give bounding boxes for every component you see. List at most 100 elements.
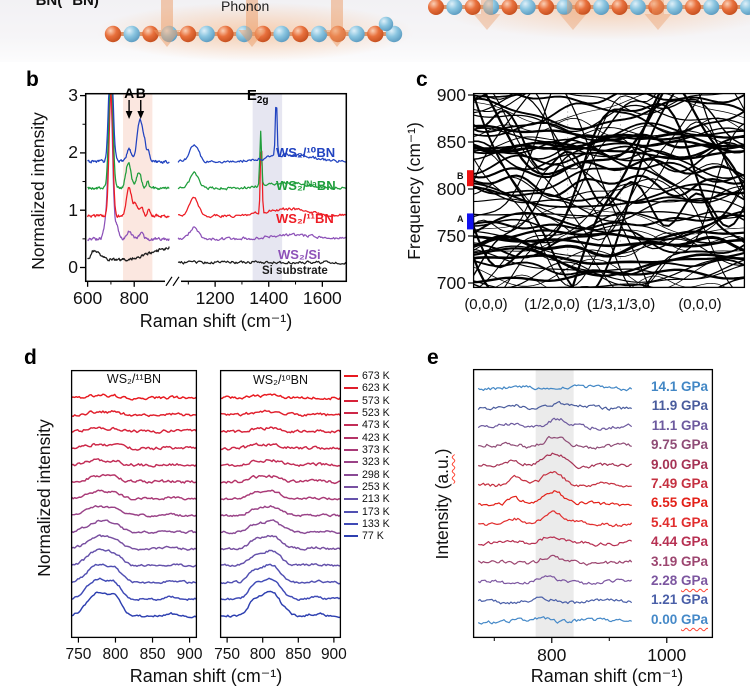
legend-line-icon <box>344 375 358 378</box>
phonon-label: Phonon <box>221 0 270 14</box>
spectrum-WS₂/¹⁰BN <box>87 93 170 164</box>
spectrum-373 K <box>71 489 197 501</box>
boron-atom <box>142 25 159 43</box>
pressure-unit: GPa <box>680 573 708 588</box>
spectrum-6.55 GPa <box>478 490 632 507</box>
pressure-value: 1.21 <box>650 592 681 608</box>
temperature-plot-11bn <box>70 369 198 643</box>
d-x-tick-label: 900 <box>176 646 203 663</box>
spectrum-WS₂/Si <box>87 93 170 242</box>
legend-item: 77 K <box>344 530 390 542</box>
e-y-axis-label: Intensity (a.u.) <box>432 394 454 614</box>
nitrogen-atom <box>666 0 683 15</box>
c-y-axis-label: Frequency (cm⁻¹) <box>404 122 424 260</box>
d-x-tick-label: 750 <box>65 646 92 663</box>
series-label-si-substrate: Si substrate <box>262 265 328 277</box>
b-y-tick-label: 1 <box>68 199 78 220</box>
spectrum-9.75 GPa <box>478 435 632 450</box>
pressure-label: 7.49 GPa <box>638 476 708 491</box>
boron-atom <box>464 0 481 15</box>
phonon-branch <box>473 93 650 288</box>
legend-line-icon <box>344 498 358 501</box>
kpoint-label: (0,0,0) <box>464 296 508 313</box>
phonon-dispersion-plot <box>467 92 746 289</box>
spectrum-573 K <box>71 426 197 434</box>
phonon-branch <box>473 140 745 173</box>
boron-atom <box>684 0 701 15</box>
c-y-tick-label: 850 <box>436 131 466 152</box>
boron-atom <box>367 25 384 43</box>
spectrum-298 K <box>71 519 197 535</box>
phonon-bands <box>473 93 745 288</box>
mode-marker-A <box>467 213 474 230</box>
d-x-axis-label: Raman shift (cm⁻¹) <box>129 666 283 686</box>
phonon-arrow-icon <box>238 0 266 47</box>
kpoint-label: (0,0,0) <box>678 296 722 313</box>
annotation-B: B <box>135 85 146 101</box>
pressure-label: 11.1 GPa <box>638 418 708 433</box>
legend-label: 298 K <box>362 468 390 481</box>
temperature-spectra-curves <box>71 393 197 619</box>
phonon-branch <box>473 245 745 280</box>
legend-label: 573 K <box>362 394 390 407</box>
spectrum-213 K <box>220 549 341 568</box>
series-label-ws2-11bn: WS₂/¹¹BN <box>276 211 334 226</box>
d-x-tick-label: 900 <box>320 646 347 663</box>
phonon-branch <box>473 197 745 219</box>
boron-atom <box>611 0 628 15</box>
nitrogen-atom <box>378 16 394 32</box>
panel-letter-b: b <box>26 68 39 91</box>
kpoint-label: (1/2,0,0) <box>524 296 580 313</box>
phonon-branch <box>473 93 745 218</box>
mode-marker-label-B: B <box>457 171 464 182</box>
pressure-unit: GPa <box>680 456 708 472</box>
b-x-tick-label: 800 <box>119 288 149 308</box>
spectrum-5.41 GPa <box>478 510 633 528</box>
boron-atom <box>292 25 309 43</box>
phonon-branch <box>484 93 664 176</box>
phonon-branch <box>494 274 726 288</box>
spectrum-473 K <box>220 458 341 468</box>
spectrum-11.9 GPa <box>477 400 632 411</box>
pressure-unit: GPa <box>680 611 708 627</box>
legend-line-icon <box>344 522 358 525</box>
legend-line-icon <box>344 387 358 390</box>
annotation-A: A <box>124 85 135 101</box>
legend-label: 133 K <box>362 517 390 530</box>
pressure-value: 6.55 <box>650 495 681 511</box>
boron-atom <box>104 25 122 43</box>
pressure-value: 7.49 <box>650 476 681 491</box>
pressure-unit: GPa <box>680 417 708 433</box>
legend-line-icon <box>344 485 358 488</box>
boron-atom <box>501 0 518 15</box>
spectrum-423 K <box>71 473 197 484</box>
e-ylabel-suffix: ) <box>432 448 452 455</box>
legend-label: 77 K <box>362 530 384 543</box>
spectrum-2.28 GPa <box>477 575 633 585</box>
spectrum-4.44 GPa <box>478 536 633 547</box>
phonon-branch <box>473 136 745 159</box>
spectrum-253 K <box>71 534 197 551</box>
boron-atom <box>574 0 591 15</box>
pressure-value: 11.1 <box>651 417 681 433</box>
boron-atom <box>538 0 555 15</box>
nitrogen-atom <box>483 0 500 15</box>
phonon-branch <box>473 93 665 98</box>
legend-label: 473 K <box>362 419 390 432</box>
phonon-branch <box>473 110 745 228</box>
pressure-unit: GPa <box>680 553 708 569</box>
pressure-label: 6.55 GPa <box>638 495 708 510</box>
phonon-branch <box>473 234 745 258</box>
mode-marker-label-A: A <box>457 214 464 225</box>
spectrum-3.19 GPa <box>477 554 633 566</box>
legend-label: 673 K <box>362 370 390 383</box>
spectrum-WS₂/ᴺᵃBN <box>87 93 170 191</box>
spectrum-1.21 GPa <box>477 596 633 605</box>
temperature-plot-10bn <box>219 369 342 643</box>
pressure-label: 3.19 GPa <box>638 554 708 569</box>
nitrogen-atom <box>446 0 463 15</box>
boron-atom <box>217 25 234 43</box>
spectrum-77 K <box>71 591 197 619</box>
b-y-tick-label: 0 <box>68 257 78 277</box>
pressure-unit: GPa <box>680 476 708 491</box>
